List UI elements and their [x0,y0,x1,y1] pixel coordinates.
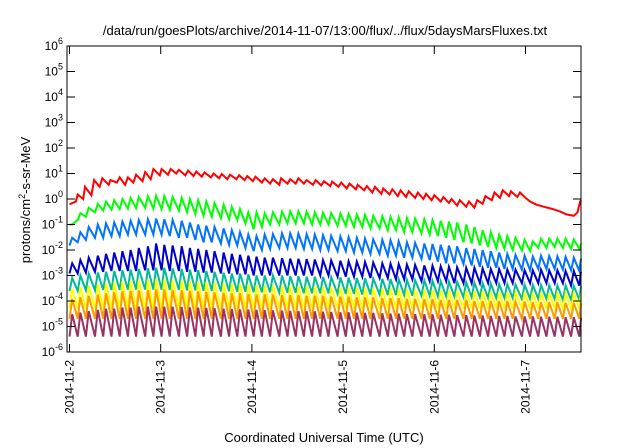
y-axis-label: protons/cm2-s-sr-MeV [17,136,33,263]
y-tick-label: 101 [45,164,63,181]
y-tick-label-exp: 1 [58,164,63,174]
y-tick-label-base: 10 [45,192,59,206]
y-tick-label: 104 [45,87,63,104]
y-tick-label-exp: -1 [55,215,63,225]
y-tick-label-exp: 6 [58,36,63,46]
x-axis: 2014-11-2 2014-11-3 2014-11-4 2014-11-5 2014… [63,46,533,414]
y-tick-label-base: 10 [42,218,56,232]
y-tick-label-exp: -4 [55,291,63,301]
y-tick-label: 10-4 [42,291,63,308]
y-tick-label-base: 10 [42,345,56,359]
series-line-4 [68,243,582,290]
y-tick-label-exp: -3 [55,266,63,276]
y-tick-label: 105 [45,62,63,79]
x-tick-label: 2014-11-3 [154,360,168,414]
y-tick-label-base: 10 [45,39,59,53]
y-tick-label-base: 10 [45,141,59,155]
series-line-8 [68,306,582,337]
series-line-2 [69,192,582,255]
y-tick-label-base: 10 [42,269,56,283]
y-tick-label-base: 10 [42,294,56,308]
x-tick-label: 2014-11-2 [63,360,77,414]
y-tick-label-base: 10 [45,65,59,79]
y-tick-label-exp: -5 [55,317,63,327]
y-tick-label: 103 [45,113,63,130]
y-tick-label-exp: 2 [58,138,63,148]
y-axis-label-sup: 2 [17,194,27,199]
x-tick-label: 2014-11-5 [336,360,350,414]
y-tick-label: 10-6 [42,342,63,359]
y-tick-label-exp: 5 [58,62,63,72]
y-tick-label-base: 10 [42,243,56,257]
y-tick-label: 10-5 [42,317,63,334]
y-axis-label-base: protons/cm [18,199,33,263]
series-line-3 [68,215,582,275]
y-tick-label-base: 10 [45,90,59,104]
y-tick-label-base: 10 [45,167,59,181]
series-line-1 [69,167,582,217]
series-line-5 [68,267,582,304]
series-layer [68,167,582,337]
x-axis-label: Coordinated Universal Time (UTC) [224,430,423,445]
y-tick-label: 102 [45,138,63,155]
y-tick-label: 100 [45,189,63,206]
y-tick-label-exp: -2 [55,240,63,250]
y-tick-label: 106 [45,36,63,53]
series-line-7 [68,289,582,323]
y-tick-label: 10-1 [42,215,63,232]
y-tick-label-base: 10 [42,320,56,334]
y-tick-label-base: 10 [45,116,59,130]
y-tick-label-exp: 4 [58,87,63,97]
x-tick-label: 2014-11-6 [427,360,441,414]
y-tick-label-exp: 0 [58,189,63,199]
y-tick-label: 10-2 [42,240,63,257]
chart-title: /data/run/goesPlots/archive/2014-11-07/1… [103,23,548,38]
x-tick-label: 2014-11-7 [519,360,533,414]
y-axis-label-rest: -s-sr-MeV [18,136,33,193]
y-tick-label-exp: -6 [55,342,63,352]
y-axis: 10-610-510-410-310-210-11001011021031041… [42,36,581,359]
y-tick-label-exp: 3 [58,113,63,123]
x-tick-label: 2014-11-4 [245,360,259,414]
y-tick-label: 10-3 [42,266,63,283]
